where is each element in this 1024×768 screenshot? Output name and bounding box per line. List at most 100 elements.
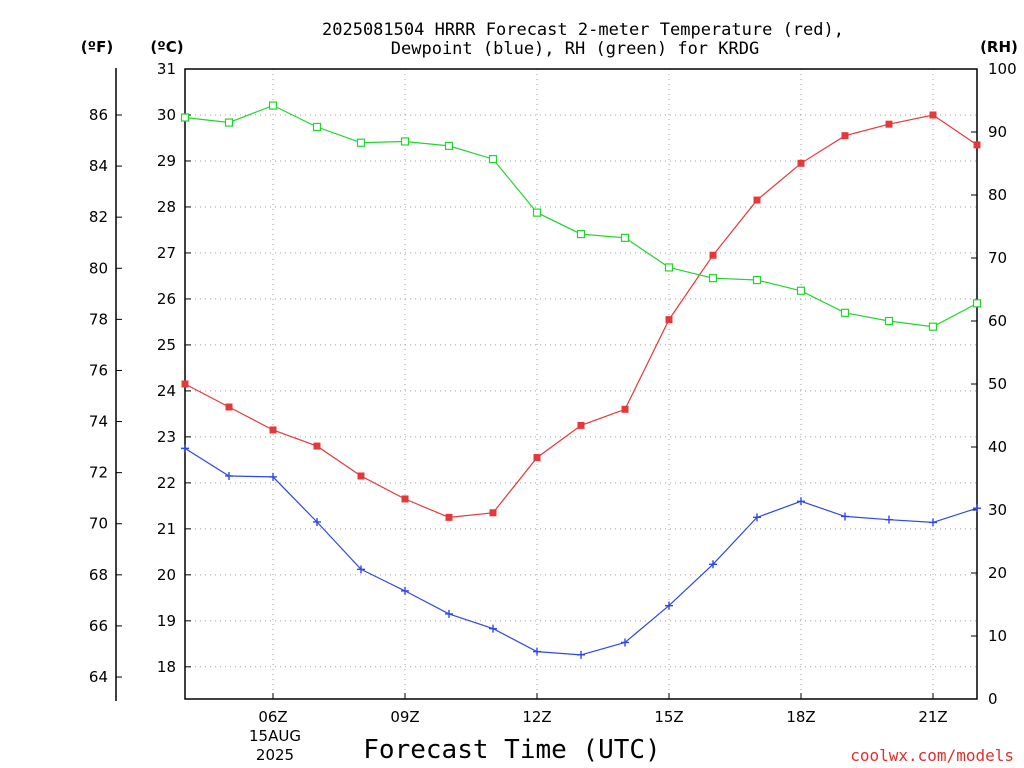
celsius-tick-label: 22 — [157, 474, 176, 492]
rh-tick-label: 70 — [988, 249, 1007, 267]
dewpoint-point — [929, 518, 937, 527]
rh-point — [488, 154, 498, 164]
x-tick-label: 09Z — [390, 708, 419, 726]
dewpoint-point — [973, 504, 981, 513]
rh-tick-label: 100 — [988, 60, 1017, 78]
celsius-tick-label: 30 — [157, 106, 176, 124]
fahrenheit-tick-label: 64 — [89, 668, 108, 686]
celsius-tick-label: 20 — [157, 566, 176, 584]
celsius-tick-label: 27 — [157, 244, 176, 262]
temperature-line — [184, 114, 978, 519]
fahrenheit-tick-label: 82 — [89, 208, 108, 226]
temperature-point — [621, 405, 629, 413]
dewpoint-point — [313, 517, 321, 526]
rh-point — [268, 101, 278, 110]
celsius-tick-label: 23 — [157, 428, 176, 446]
dewpoint-point — [885, 515, 893, 524]
celsius-tick-label: 19 — [157, 612, 176, 630]
temperature-point — [357, 472, 365, 480]
fahrenheit-tick-label: 80 — [89, 259, 108, 277]
plot-frame — [184, 68, 978, 700]
fahrenheit-tick-label: 76 — [89, 361, 108, 379]
fahrenheit-tick-label: 84 — [89, 157, 108, 175]
celsius-unit-label: (ºC) — [150, 38, 183, 56]
temperature-point — [269, 426, 277, 434]
rh-point — [400, 137, 410, 146]
temperature-point — [445, 513, 453, 521]
date-label-day: 15AUG — [249, 727, 301, 745]
temperature-point — [929, 111, 937, 119]
temperature-point — [665, 316, 673, 324]
x-tick-label: 21Z — [918, 708, 947, 726]
dewpoint-point — [533, 647, 541, 656]
x-axis-label: Forecast Time (UTC) — [363, 735, 660, 765]
dewpoint-point — [225, 471, 233, 480]
fahrenheit-unit-label: (ºF) — [81, 38, 113, 56]
temperature-point — [489, 509, 497, 517]
temperature-point — [885, 120, 893, 128]
fahrenheit-tick-label: 74 — [89, 413, 108, 431]
temperature-point — [797, 159, 805, 167]
rh-point — [532, 208, 542, 217]
grid-lines — [185, 69, 977, 699]
rh-tick-label: 20 — [988, 564, 1007, 582]
dewpoint-point — [797, 497, 805, 506]
temperature-point — [973, 141, 981, 149]
dewpoint-point — [401, 586, 409, 595]
temperature-point — [577, 421, 585, 429]
rh-point — [224, 118, 234, 127]
celsius-tick-label: 31 — [157, 60, 176, 78]
dewpoint-point — [181, 444, 189, 453]
rh-point — [576, 229, 586, 239]
celsius-tick-label: 24 — [157, 382, 176, 400]
dewpoint-line — [184, 447, 978, 656]
rh-point — [444, 141, 454, 150]
rh-unit-label: (RH) — [980, 38, 1018, 56]
rh-point — [356, 138, 366, 147]
temperature-point — [181, 380, 189, 388]
rh-tick-label: 0 — [988, 690, 998, 708]
fahrenheit-tick-label: 66 — [89, 617, 108, 635]
x-tick-label: 15Z — [654, 708, 683, 726]
dewpoint-point — [621, 638, 629, 647]
temperature-point — [401, 495, 409, 503]
fahrenheit-tick-label: 68 — [89, 566, 108, 584]
rh-point — [796, 286, 806, 295]
dewpoint-point — [709, 560, 717, 569]
date-label-year: 2025 — [256, 746, 294, 764]
dewpoint-point — [577, 650, 585, 659]
rh-point — [312, 122, 322, 132]
rh-tick-label: 50 — [988, 375, 1007, 393]
celsius-tick-label: 21 — [157, 520, 176, 538]
rh-point — [664, 263, 674, 272]
temperature-point — [313, 442, 321, 450]
rh-tick-label: 10 — [988, 627, 1007, 645]
temperature-point — [753, 196, 761, 204]
credit-label: coolwx.com/models — [850, 746, 1014, 765]
temperature-point — [709, 251, 717, 259]
rh-point — [928, 322, 938, 331]
celsius-tick-label: 25 — [157, 336, 176, 354]
rh-tick-label: 90 — [988, 123, 1007, 141]
rh-tick-label: 80 — [988, 186, 1007, 204]
fahrenheit-tick-label: 70 — [89, 515, 108, 533]
x-tick-label: 12Z — [522, 708, 551, 726]
celsius-tick-label: 26 — [157, 290, 176, 308]
dewpoint-point — [445, 609, 453, 618]
axis-ticks: 18 19 20 21 22 23 24 25 26 27 28 29 30 31 64 66 68 70 72 74… — [89, 60, 1017, 726]
temperature-point — [533, 454, 541, 462]
rh-point — [840, 308, 850, 317]
x-tick-label: 18Z — [786, 708, 815, 726]
fahrenheit-tick-label: 86 — [89, 106, 108, 124]
rh-point — [708, 274, 718, 283]
dewpoint-series — [181, 444, 981, 659]
x-tick-label: 06Z — [258, 708, 287, 726]
rh-point — [972, 299, 982, 308]
celsius-tick-label: 18 — [157, 658, 176, 676]
fahrenheit-tick-label: 78 — [89, 310, 108, 328]
celsius-tick-label: 28 — [157, 198, 176, 216]
rh-tick-label: 40 — [988, 438, 1007, 456]
rh-line — [184, 104, 978, 328]
chart-title-line-1: 2025081504 HRRR Forecast 2-meter Tempera… — [322, 20, 844, 40]
